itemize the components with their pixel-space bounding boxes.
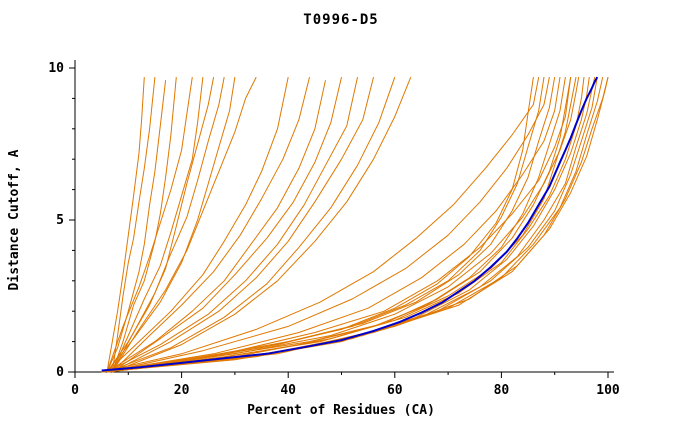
y-tick-label: 10	[48, 61, 64, 76]
model-curve	[111, 77, 204, 373]
highlighted-model-curve	[101, 76, 599, 372]
model-curve	[101, 77, 545, 373]
x-axis-label: Percent of Residues (CA)	[247, 403, 435, 418]
model-curve	[106, 77, 550, 373]
model-curve	[106, 77, 556, 373]
model-curve	[106, 80, 326, 373]
x-tick-label: 100	[596, 383, 620, 398]
model-curve	[106, 77, 236, 373]
model-curve	[106, 77, 572, 373]
chart-title: T0996-D5	[303, 12, 378, 28]
model-curve	[101, 77, 561, 373]
y-tick-label: 0	[56, 365, 64, 380]
x-tick-label: 80	[494, 383, 510, 398]
model-curve	[112, 76, 374, 373]
x-tick-label: 40	[280, 383, 296, 398]
plot-area: 0 20 40 60 80 100 0 5 10	[48, 60, 620, 398]
model-curve	[106, 77, 572, 373]
model-curve	[106, 77, 193, 373]
model-curve	[106, 76, 396, 373]
model-curve	[111, 76, 310, 373]
model-curve	[106, 76, 289, 373]
model-curve	[111, 77, 156, 373]
model-curve	[106, 76, 358, 373]
model-curve	[101, 77, 540, 373]
x-tick-label: 60	[387, 383, 403, 398]
model-curve	[111, 76, 257, 373]
x-tick-label: 20	[174, 383, 190, 398]
model-curve	[106, 76, 609, 373]
y-tick-label: 5	[56, 213, 64, 228]
model-curve	[101, 77, 580, 373]
model-curve	[106, 77, 145, 373]
y-axis-label: Distance Cutoff, A	[7, 149, 22, 290]
model-curve	[101, 77, 590, 373]
model-curve	[106, 80, 167, 373]
model-curve	[111, 77, 177, 373]
model-curve	[112, 76, 342, 373]
x-tick-label: 0	[71, 383, 79, 398]
model-curve	[111, 77, 225, 373]
model-curve	[112, 76, 412, 373]
